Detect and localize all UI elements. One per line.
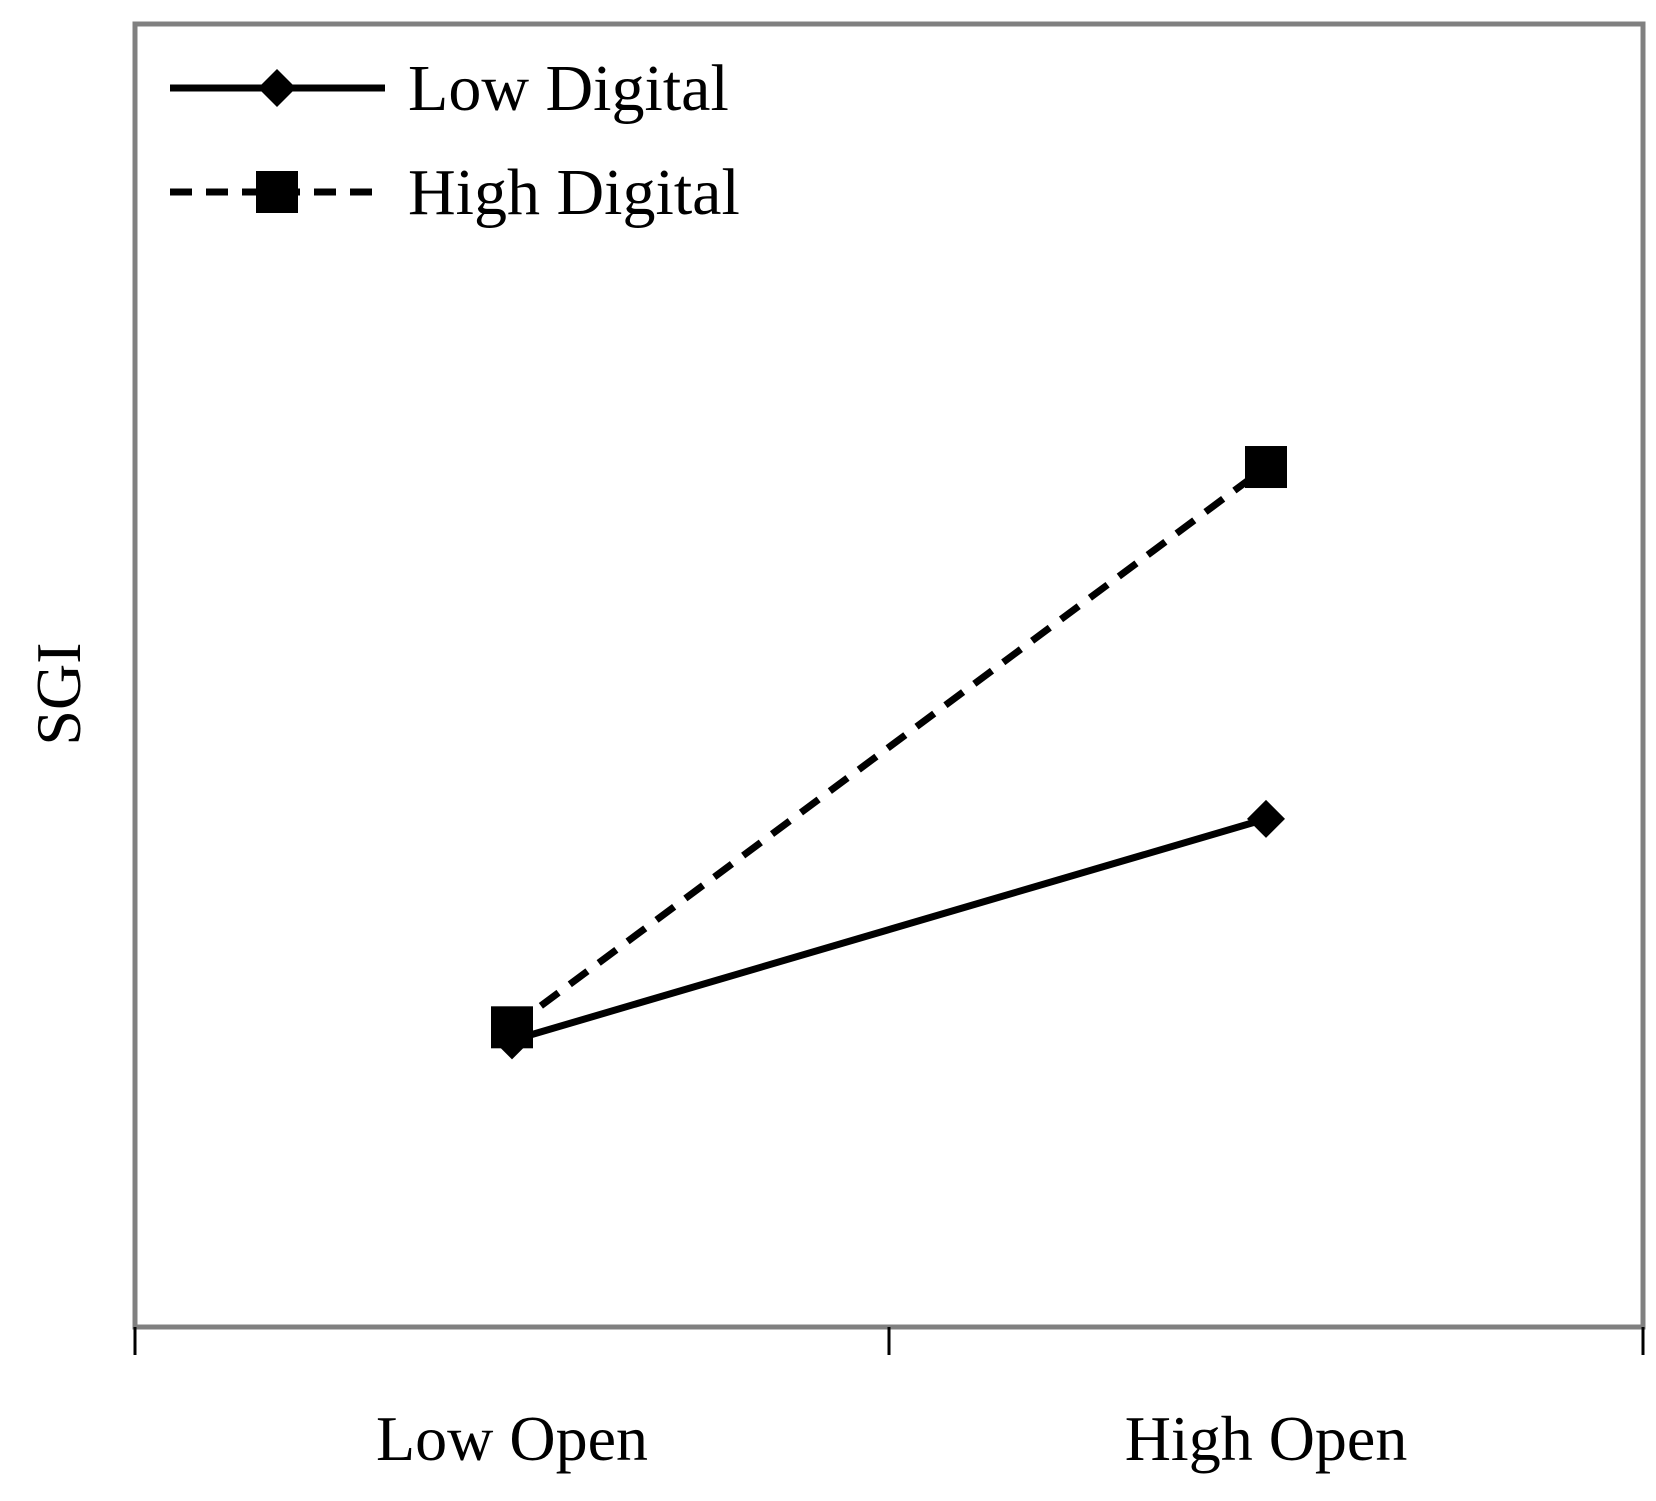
y-axis-label: SGI bbox=[23, 642, 94, 745]
x-tick-label: High Open bbox=[1125, 1403, 1408, 1474]
legend-label-1: High Digital bbox=[408, 156, 740, 229]
series-layer bbox=[491, 446, 1287, 1060]
series-1-point bbox=[491, 1006, 533, 1049]
series-line-1 bbox=[509, 464, 1269, 1031]
legend-marker-1 bbox=[256, 171, 298, 213]
x-axis-tick-labels: Low Open High Open bbox=[376, 1403, 1407, 1474]
legend: Low Digital High Digital bbox=[170, 52, 740, 229]
series-line-0 bbox=[511, 815, 1267, 1044]
x-axis-ticks bbox=[133, 1327, 1645, 1355]
series-0-point bbox=[1247, 799, 1285, 838]
legend-marker-0 bbox=[258, 69, 296, 107]
legend-label-0: Low Digital bbox=[408, 52, 729, 125]
series-1-point bbox=[1245, 446, 1287, 489]
plot-frame bbox=[132, 21, 1646, 1330]
x-tick-label: Low Open bbox=[376, 1403, 648, 1474]
